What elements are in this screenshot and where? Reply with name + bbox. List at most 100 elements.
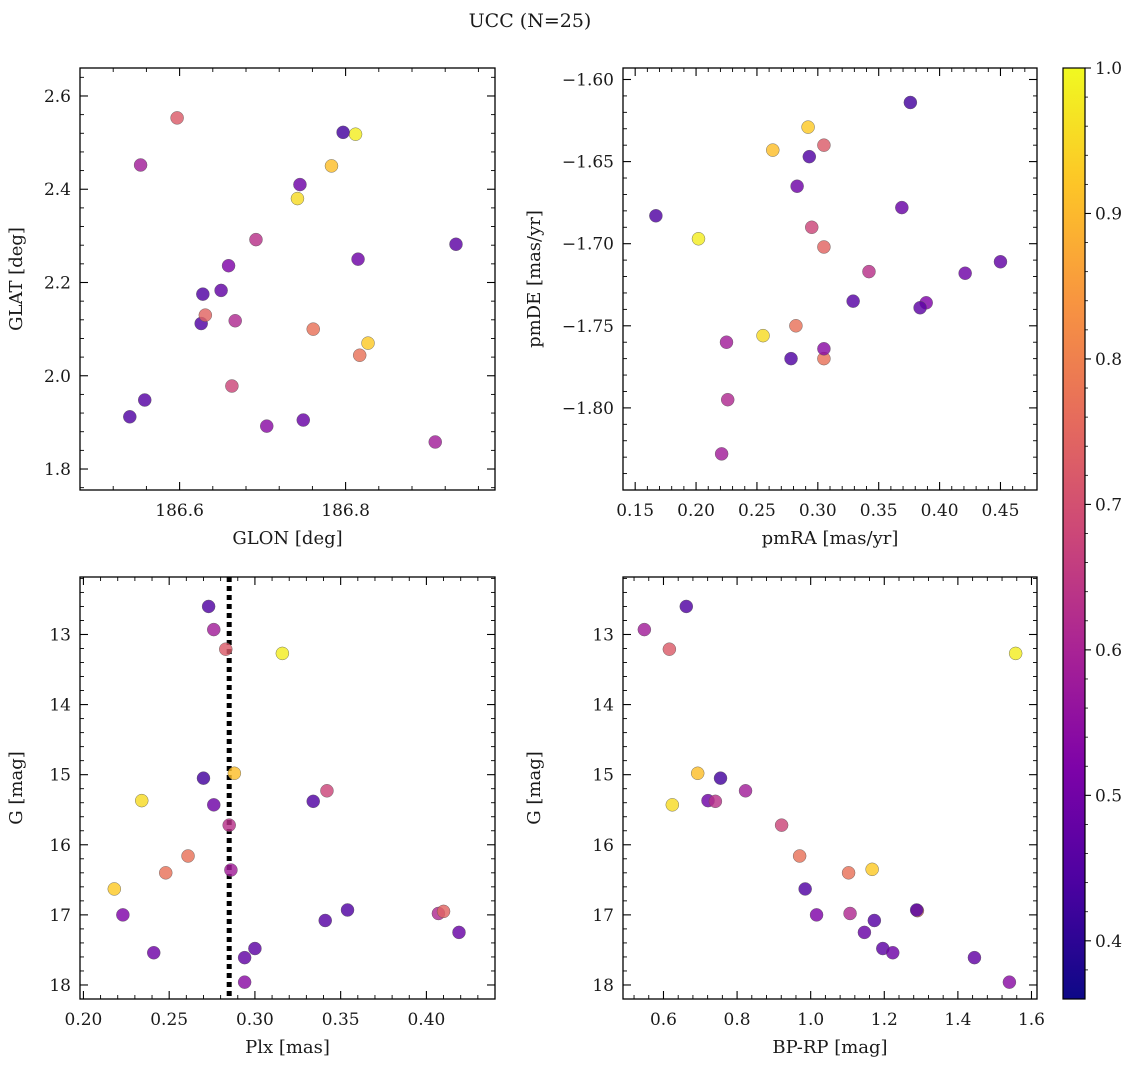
scatter-point [708,794,723,809]
x-tick-label: 0.20 [677,501,715,521]
y-axis-label: pmDE [mas/yr] [524,210,545,348]
x-tick-label: 0.40 [921,501,959,521]
y-tick-label: 13 [592,625,614,645]
colorbar-tick-label: 0.5 [1095,786,1122,806]
scatter-point [719,335,734,349]
x-tick-label: 1.6 [1018,1010,1045,1030]
scatter-point [324,159,339,173]
scatter-point [766,143,780,157]
x-tick-label: 0.40 [407,1010,445,1030]
scatter-point [665,798,680,812]
x-axis-label: pmRA [mas/yr] [762,528,899,549]
y-tick-label: 14 [49,696,71,716]
scatter-point [249,232,263,247]
scatter-point [207,798,221,812]
scatter-point [135,793,149,808]
y-tick-label: 17 [49,906,71,926]
y-tick-label: −1.65 [562,153,614,173]
colorbar: 0.4 0.5 0.6 0.7 0.8 0.9 1.0 [1062,59,1122,1000]
scatter-point [817,240,831,254]
scatter-point [123,410,137,424]
colorbar-tick-label: 0.9 [1095,204,1122,224]
scatter-point [198,308,213,322]
scatter-point [219,642,233,656]
scatter-point [340,903,355,917]
x-tick-label: 0.20 [65,1010,103,1030]
y-axis-label: GLAT [deg] [6,227,27,331]
y-tick-label: 14 [592,696,614,716]
scatter-point [967,950,982,965]
x-tick-label: 0.15 [616,501,654,521]
y-tick-label: 2.4 [44,180,71,200]
scatter-point [1008,646,1023,661]
scatter-point [237,950,252,965]
scatter-point [798,882,812,896]
scatter-point [214,283,228,298]
colorbar-tick-label: 0.8 [1095,350,1122,370]
x-tick-label: 0.25 [738,501,776,521]
scatter-point [449,237,463,251]
scatter-point [841,866,856,880]
scatter-point [662,642,677,656]
scatter-point [318,913,332,928]
scatter-point [738,784,753,798]
plot-frame [79,576,496,1000]
y-tick-label: 2.2 [44,273,71,293]
scatter-point [817,342,831,356]
scatter-point [637,622,652,637]
y-tick-label: −1.75 [562,317,614,337]
colorbar-gradient [1062,67,1086,1000]
x-axis-label: GLON [deg] [232,528,342,549]
y-tick-label: 18 [592,976,614,996]
y-tick-label: 18 [49,976,71,996]
scatter-point [170,111,184,125]
scatter-point [774,818,789,832]
scatter-point [260,419,274,433]
scatter-point [116,908,130,922]
x-tick-label: 186.8 [321,501,370,521]
scatter-point [196,771,211,785]
x-tick-label: 1.4 [944,1010,971,1030]
colorbar-tick-label: 0.6 [1095,641,1122,661]
scatter-point [320,784,334,798]
panel-bprp-g: 0.6 0.8 1.0 1.2 1.4 1.6 13 14 15 16 17 18 BP-RP [mag… [524,576,1045,1058]
scatter-point [224,863,238,877]
panel-plx-g: 0.20 0.25 0.30 0.35 0.40 13 14 15 16 17 18 Plx [mas… [6,576,496,1058]
scatter-point [802,149,816,164]
scatter-point [107,882,121,896]
scatter-point [886,946,900,960]
scatter-point [147,946,161,960]
scatter-point [361,336,375,350]
y-axis-label: G [mag] [6,751,27,824]
scatter-point [958,266,972,280]
scatter-point [228,314,242,328]
scatter-point [756,328,770,343]
scatter-point [293,177,307,192]
scatter-point [306,322,320,336]
y-tick-label: 13 [49,625,71,645]
scatter-point [862,264,876,279]
y-tick-label: 16 [592,836,614,856]
scatter-point [721,392,735,407]
scatter-point [895,200,909,215]
x-axis-label: Plx [mas] [245,1037,330,1058]
x-tick-label: 0.25 [150,1010,188,1030]
scatter-point [792,849,807,863]
scatter-point [181,849,195,863]
plot-frame [622,576,1038,1000]
y-tick-label: 2.6 [44,87,71,107]
colorbar-tick-label: 0.7 [1095,495,1122,515]
scatter-point [649,209,663,223]
scatter-point [296,413,310,427]
scatter-point [222,818,236,832]
scatter-point [275,646,290,661]
scatter-point [713,771,728,785]
scatter-point [691,232,706,246]
y-tick-label: 1.8 [44,460,71,480]
y-tick-label: −1.60 [562,70,614,90]
x-tick-label: 0.35 [322,1010,360,1030]
y-tick-label: −1.70 [562,235,614,255]
x-tick-label: 0.35 [860,501,898,521]
panel-pmra-pmde: 0.15 0.20 0.25 0.30 0.35 0.40 0.45 −1.80 −1.75 −1… [524,67,1038,549]
